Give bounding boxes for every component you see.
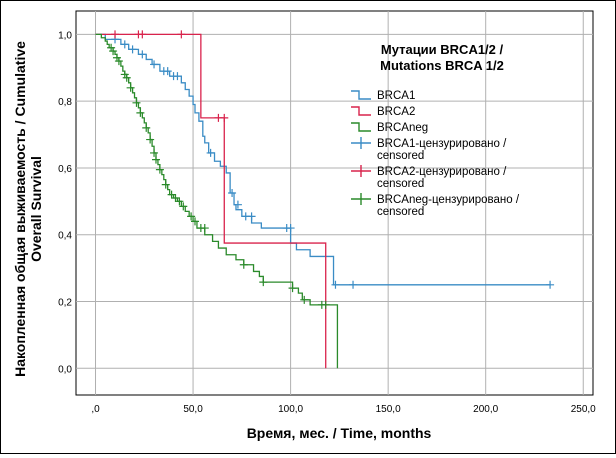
legend-swatch-line-2 <box>351 122 371 132</box>
censor-mark-brcaneg-10 <box>146 135 155 144</box>
legend-label-4-0: BRCA2-цензурировано / <box>377 166 507 178</box>
censor-mark-brcaneg-28 <box>321 300 330 309</box>
censor-mark-brcaneg-23 <box>239 260 248 269</box>
x-tick-label-5: 250,0 <box>571 404 596 415</box>
legend-entry-3: BRCA1-цензурировано /censored <box>351 137 507 162</box>
censor-mark-brcaneg-17 <box>175 197 184 206</box>
y-axis-title-line2: Overall Survival <box>28 156 44 262</box>
legend-swatch-censor-4 <box>351 165 371 177</box>
series-brca1 <box>95 33 555 289</box>
censor-mark-brcaneg-4 <box>120 70 129 79</box>
legend-title-line1: Мутации BRCA1/2 / <box>381 42 504 57</box>
legend-label-4-1: censored <box>377 178 424 190</box>
y-axis-title-line1: Накопленная общая выживаемость / Cumulat… <box>12 41 28 377</box>
censor-mark-brca1-13 <box>247 212 256 221</box>
censor-mark-brca1-3 <box>138 50 147 59</box>
censor-mark-brca1-1 <box>120 40 129 49</box>
y-tick-label-3: 0,6 <box>58 164 72 175</box>
censor-mark-brca1-4 <box>150 60 159 69</box>
survival-curve-brca1 <box>95 33 551 286</box>
censor-mark-brca1-2 <box>128 45 137 54</box>
series-brca2 <box>95 30 327 369</box>
legend-label-0-0: BRCA1 <box>377 90 415 102</box>
censor-mark-brcaneg-13 <box>155 165 164 174</box>
legend-entry-4: BRCA2-цензурировано /censored <box>351 165 507 190</box>
censor-mark-brcaneg-16 <box>171 193 180 202</box>
plot-area <box>75 10 594 396</box>
legend-entry-0: BRCA1 <box>351 90 415 102</box>
censor-mark-brcaneg-24 <box>259 278 268 287</box>
censor-mark-brcaneg-3 <box>114 57 123 66</box>
censor-mark-brca1-8 <box>173 72 182 81</box>
legend-label-3-0: BRCA1-цензурировано / <box>377 138 507 150</box>
censor-mark-brcaneg-8 <box>136 108 145 117</box>
x-axis-title: Время, мес. / Time, months <box>247 425 432 441</box>
legend-label-3-1: censored <box>377 150 424 162</box>
x-tick-label-2: 100,0 <box>278 404 303 415</box>
censor-mark-brcaneg-0 <box>107 43 116 52</box>
censor-mark-brca2-2 <box>138 30 147 39</box>
censor-mark-brcaneg-15 <box>167 190 176 199</box>
censor-mark-brcaneg-12 <box>151 155 160 164</box>
censor-mark-brcaneg-2 <box>112 53 121 62</box>
censor-mark-brcaneg-5 <box>122 73 131 82</box>
legend-title-line2: Mutations BRCA 1/2 <box>380 58 504 73</box>
censor-mark-brca1-15 <box>286 224 295 233</box>
censor-mark-brca1-9 <box>206 148 215 157</box>
censor-mark-brcaneg-6 <box>126 83 135 92</box>
legend-swatch-censor-5 <box>351 193 371 205</box>
legend-label-5-0: BRCAneg-цензурировано / <box>377 194 520 206</box>
censor-mark-brcaneg-14 <box>161 180 170 189</box>
censor-mark-brca1-17 <box>349 280 358 289</box>
legend-label-2-0: BRCAneg <box>377 122 428 134</box>
censor-mark-brca1-18 <box>546 280 555 289</box>
legend-swatch-line-1 <box>351 106 371 116</box>
x-tick-label-1: 50,0 <box>183 404 203 415</box>
x-tick-label-0: ,0 <box>91 404 100 415</box>
censor-mark-brca1-10 <box>228 188 237 197</box>
y-tick-label-0: 0,0 <box>58 364 72 375</box>
legend-label-5-1: censored <box>377 206 424 218</box>
legend-label-1-0: BRCA2 <box>377 106 415 118</box>
censor-mark-brca2-0 <box>111 30 120 39</box>
censor-mark-brcaneg-22 <box>200 224 209 233</box>
censor-mark-brcaneg-19 <box>187 212 196 221</box>
censor-mark-brcaneg-20 <box>191 217 200 226</box>
y-tick-label-2: 0,4 <box>58 231 72 242</box>
legend-entry-1: BRCA2 <box>351 106 415 118</box>
censor-mark-brca1-16 <box>331 280 340 289</box>
legend: Мутации BRCA1/2 /Mutations BRCA 1/2 BRCA1… <box>351 42 520 218</box>
censor-mark-brca2-3 <box>177 30 186 39</box>
legend-entry-2: BRCAneg <box>351 122 428 134</box>
censor-mark-brcaneg-1 <box>109 47 118 56</box>
series-group <box>95 30 555 369</box>
censor-mark-brcaneg-9 <box>142 123 151 132</box>
tick-labels: ,0 50,0 100,0 150,0 200,0 250,0 0,0 0,2 0,4 0,6 0,… <box>58 30 596 415</box>
censor-mark-brca1-6 <box>163 67 172 76</box>
y-tick-label-4: 0,8 <box>58 97 72 108</box>
censor-mark-brcaneg-11 <box>150 148 159 157</box>
censor-mark-brcaneg-7 <box>132 98 141 107</box>
legend-entry-5: BRCAneg-цензурировано /censored <box>351 193 520 218</box>
y-tick-label-1: 0,2 <box>58 298 72 309</box>
grid <box>76 11 593 395</box>
legend-swatch-line-0 <box>351 90 371 100</box>
censor-mark-brca1-11 <box>233 200 242 209</box>
censor-mark-brcaneg-26 <box>300 295 309 304</box>
censor-mark-brca2-5 <box>220 113 229 122</box>
y-tick-label-5: 1,0 <box>58 30 72 41</box>
x-tick-label-4: 200,0 <box>473 404 498 415</box>
series-brcaneg <box>95 33 339 369</box>
legend-swatch-censor-3 <box>351 137 371 149</box>
y-axis-title: Накопленная общая выживаемость / Cumulat… <box>12 41 44 377</box>
censor-mark-brcaneg-18 <box>179 202 188 211</box>
x-tick-label-3: 150,0 <box>376 404 401 415</box>
censor-mark-brcaneg-25 <box>288 284 297 293</box>
